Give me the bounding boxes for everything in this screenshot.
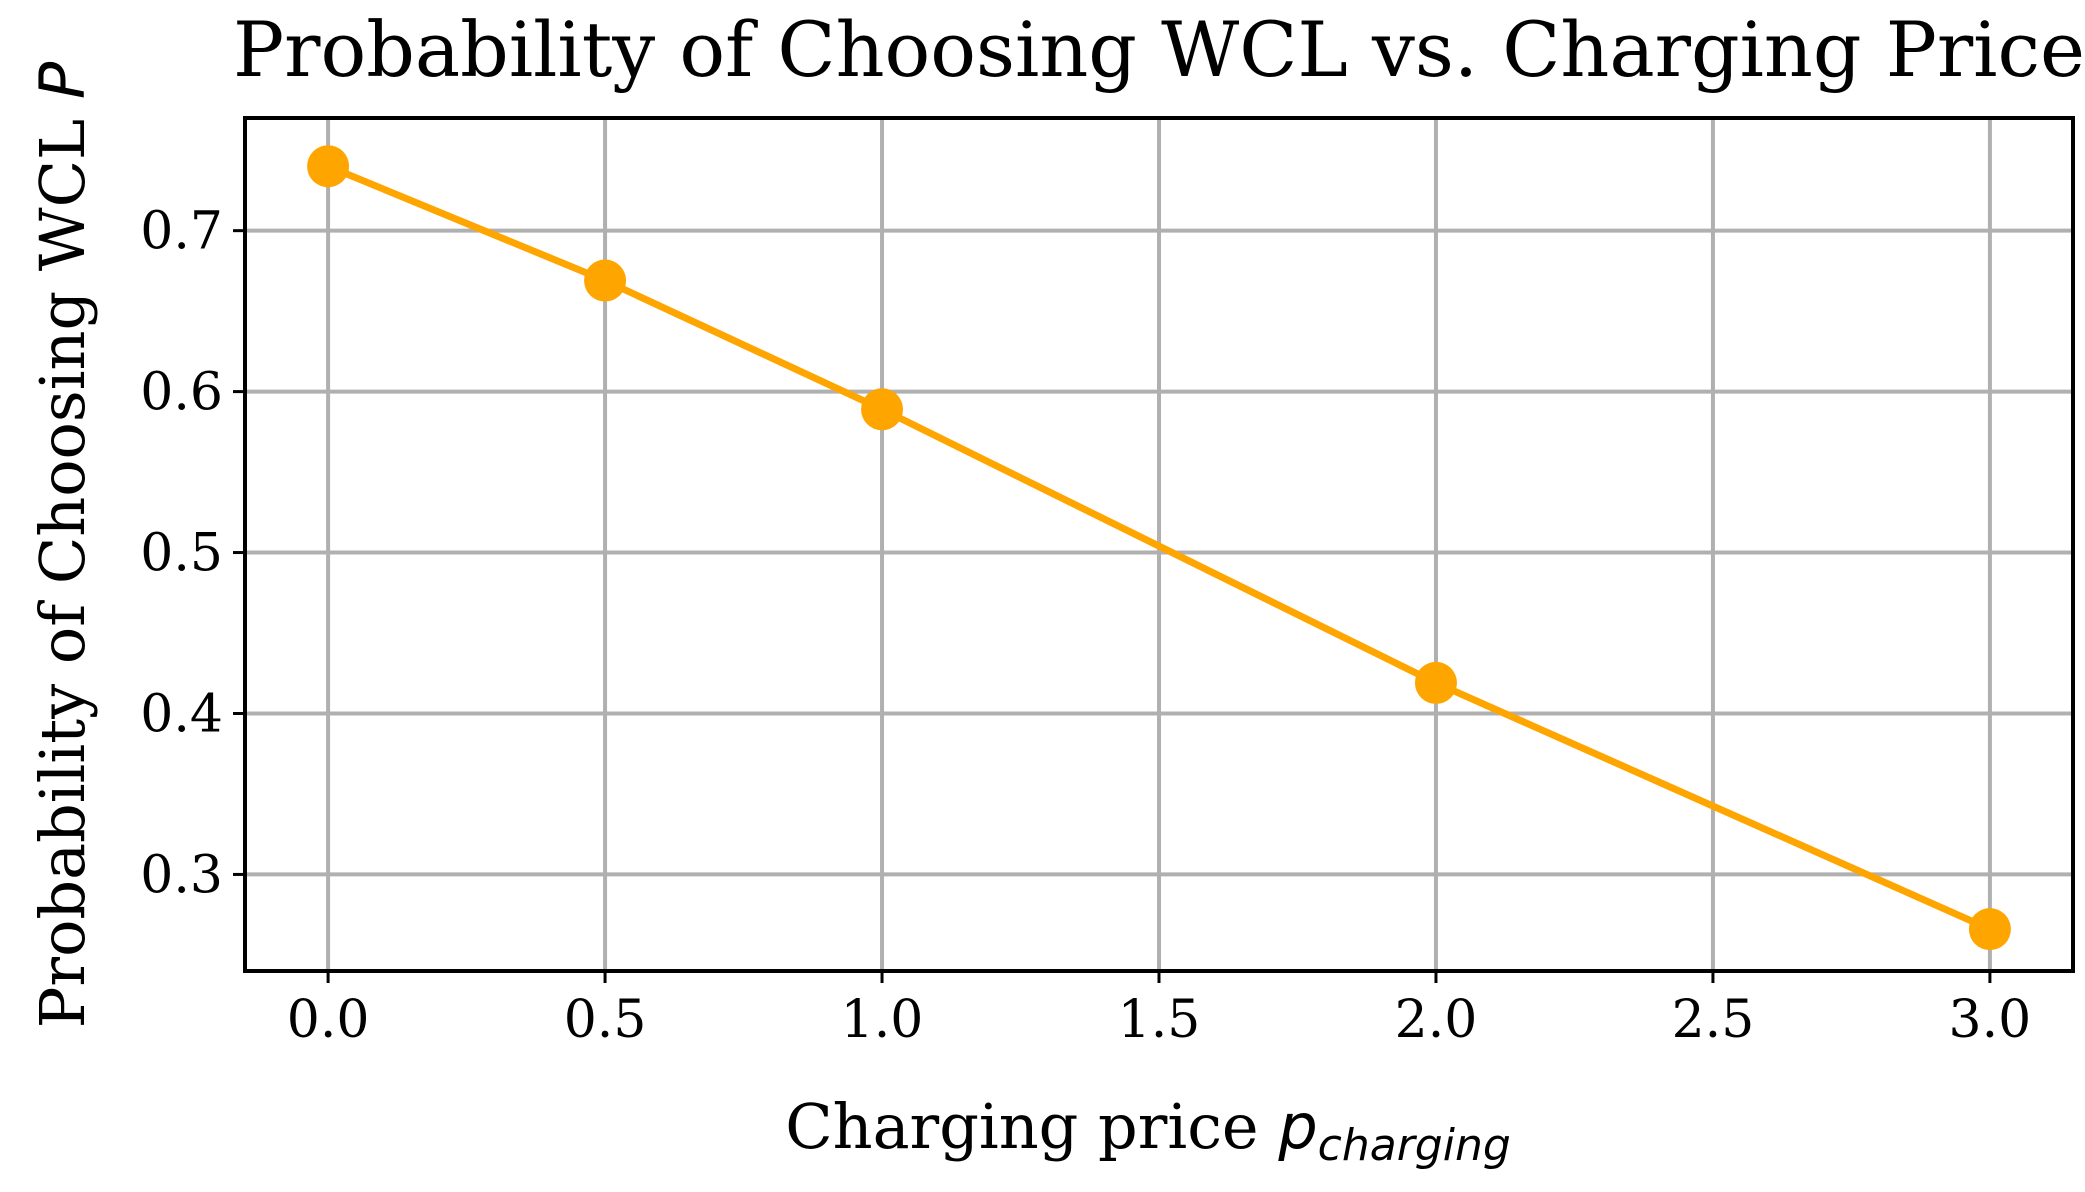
x-tick-label: 3.0 bbox=[1949, 990, 2032, 1050]
x-axis-label-symbol: p bbox=[1277, 1090, 1317, 1163]
x-tick-label: 1.0 bbox=[841, 990, 924, 1050]
x-axis-label-subscript: charging bbox=[1318, 1120, 1511, 1171]
data-point bbox=[307, 145, 350, 188]
y-tick-label: 0.7 bbox=[140, 202, 223, 262]
x-axis-label: Charging price pcharging bbox=[785, 1090, 1511, 1171]
x-tick-label: 0.0 bbox=[287, 990, 370, 1050]
data-point bbox=[584, 259, 627, 302]
y-tick-label: 0.3 bbox=[140, 845, 223, 905]
x-tick-label: 0.5 bbox=[564, 990, 647, 1050]
y-tick-label: 0.6 bbox=[140, 363, 223, 423]
data-point bbox=[1968, 908, 2011, 951]
y-axis-label: Probability of Choosing WCL P bbox=[26, 61, 99, 1028]
data-point bbox=[861, 388, 904, 431]
y-tick-label: 0.5 bbox=[140, 524, 223, 584]
data-point bbox=[1414, 661, 1457, 704]
chart-title: Probability of Choosing WCL vs. Charging… bbox=[233, 5, 2085, 94]
x-tick-label: 2.0 bbox=[1395, 990, 1478, 1050]
x-axis-label-text: Charging price bbox=[785, 1090, 1278, 1163]
series-layer bbox=[307, 145, 2011, 951]
ticks: 0.0 0.5 1.0 1.5 2.0 2.5 3.0 0.3 0.4 0.5 0.6 0.7 bbox=[140, 202, 2031, 1050]
grid bbox=[245, 118, 2073, 971]
x-tick-label: 1.5 bbox=[1118, 990, 1201, 1050]
x-tick-label: 2.5 bbox=[1672, 990, 1755, 1050]
y-tick-label: 0.4 bbox=[140, 684, 223, 744]
y-axis-label-symbol: P bbox=[26, 61, 99, 99]
y-axis-label-text: Probability of Choosing WCL bbox=[26, 99, 99, 1028]
